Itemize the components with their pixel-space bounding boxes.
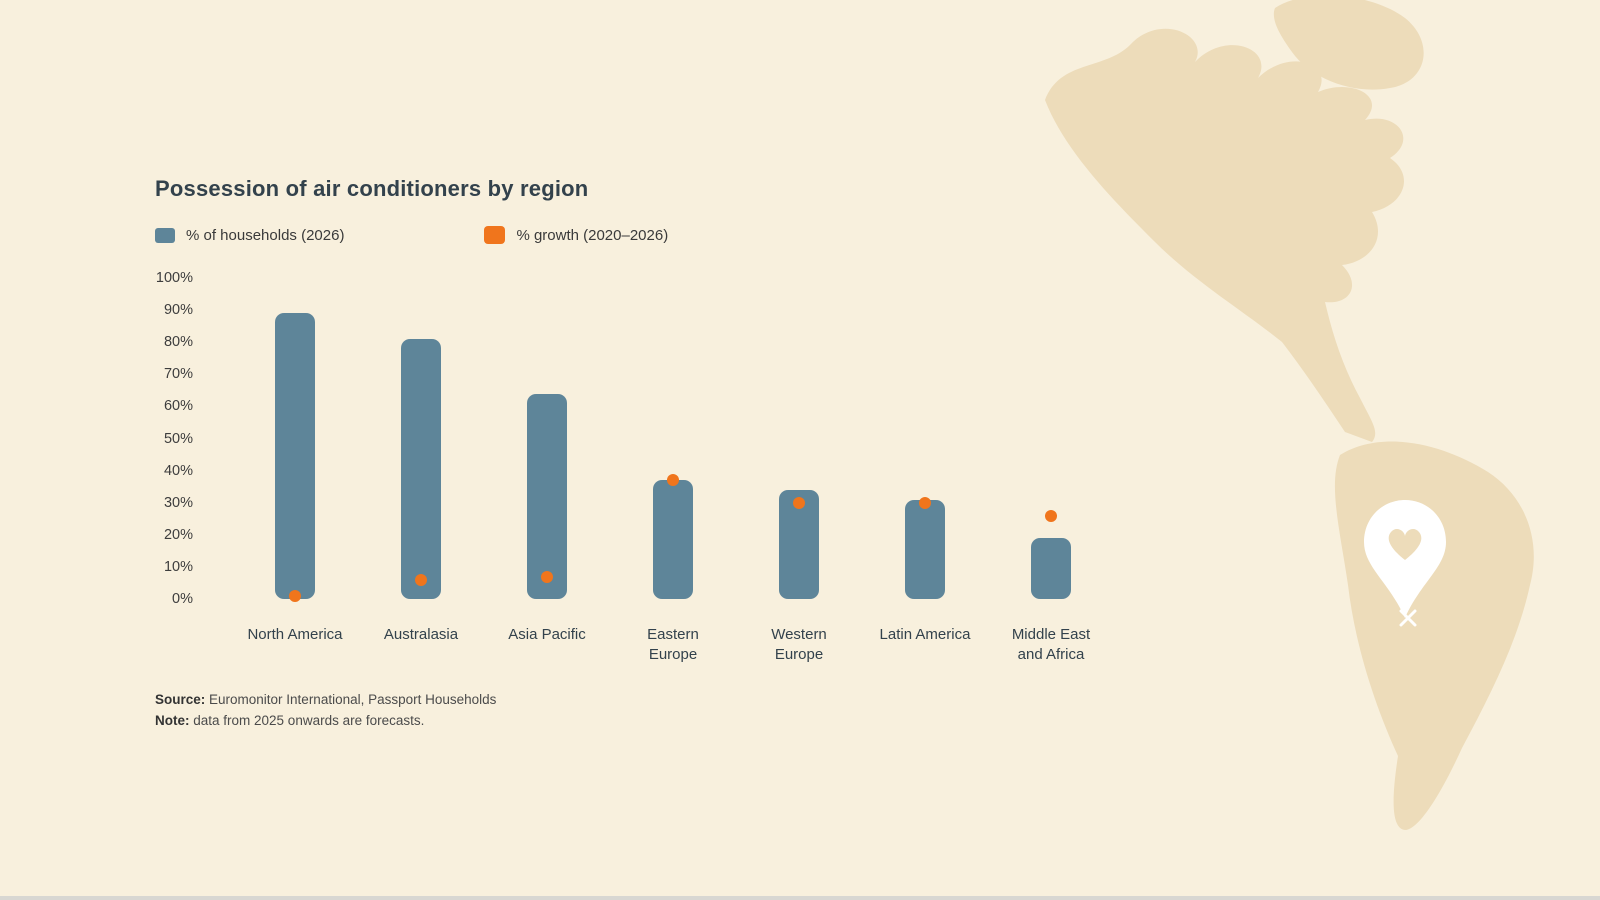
source-text: Euromonitor International, Passport Hous… bbox=[205, 691, 497, 707]
growth-dot bbox=[1045, 509, 1057, 522]
households-bar bbox=[1031, 538, 1071, 599]
bars-area bbox=[232, 278, 1114, 602]
americas-map bbox=[1045, 0, 1534, 830]
source-line: Source: Euromonitor International, Passp… bbox=[155, 690, 1115, 710]
y-tick-label: 50% bbox=[163, 430, 193, 447]
chart-legend: % of households (2026) % growth (2020–20… bbox=[155, 226, 1115, 244]
growth-dot bbox=[289, 589, 301, 602]
households-bar bbox=[653, 480, 693, 599]
category-label: Asia Pacific bbox=[508, 626, 586, 643]
growth-dot bbox=[667, 474, 679, 487]
y-tick-label: 70% bbox=[163, 366, 193, 383]
growth-dot bbox=[919, 496, 931, 509]
bar-column bbox=[358, 278, 484, 599]
y-tick-label: 80% bbox=[163, 334, 193, 351]
y-tick-label: 20% bbox=[163, 526, 193, 543]
legend-item-growth: % growth (2020–2026) bbox=[484, 226, 668, 244]
households-bar bbox=[905, 499, 945, 599]
households-swatch bbox=[155, 227, 175, 243]
households-bar bbox=[527, 393, 567, 599]
y-tick-label: 40% bbox=[163, 462, 193, 479]
y-tick-label: 90% bbox=[163, 302, 193, 319]
greenland-shape bbox=[1273, 0, 1424, 90]
legend-item-households: % of households (2026) bbox=[155, 227, 344, 244]
growth-swatch bbox=[484, 226, 506, 244]
category-label: Middle East and Africa bbox=[1011, 626, 1091, 664]
y-tick-label: 10% bbox=[163, 558, 193, 575]
category-label: North America bbox=[247, 626, 343, 643]
plot-area: 0% 10% 20% 30% 40% 50% 60% 70% 80% 90% 100% bbox=[155, 270, 1115, 607]
chart-title: Possession of air conditioners by region bbox=[155, 176, 589, 201]
bar-column bbox=[862, 278, 988, 599]
households-legend-label: % of households (2026) bbox=[186, 226, 345, 244]
growth-dot bbox=[415, 573, 427, 586]
bar-column bbox=[988, 278, 1114, 599]
category-label: Latin America bbox=[879, 626, 971, 643]
households-bar bbox=[401, 339, 441, 599]
y-axis: 0% 10% 20% 30% 40% 50% 60% 70% 80% 90% 100% bbox=[155, 270, 193, 607]
y-tick-label: 30% bbox=[163, 494, 193, 511]
category-labels: North America Australasia Asia Pacific East… bbox=[232, 625, 1115, 666]
bar-column bbox=[232, 278, 358, 602]
bar-column bbox=[610, 278, 736, 599]
source-label: Source: bbox=[155, 691, 206, 707]
note-text: data from 2025 onwards are forecasts. bbox=[189, 713, 425, 729]
growth-dot bbox=[541, 570, 553, 583]
category-label: Eastern Europe bbox=[647, 626, 699, 664]
y-tick-label: 0% bbox=[172, 591, 193, 607]
y-tick-label: 60% bbox=[163, 398, 193, 415]
households-bar bbox=[275, 313, 315, 599]
north-america-shape bbox=[1045, 28, 1404, 443]
category-label: Australasia bbox=[383, 626, 459, 643]
category-label: Western Europe bbox=[771, 626, 827, 664]
window-bottom-edge bbox=[0, 896, 1600, 900]
source-note-block: Source: Euromonitor International, Passp… bbox=[155, 690, 1115, 731]
bar-column bbox=[484, 278, 610, 599]
y-tick-label: 100% bbox=[155, 270, 193, 286]
south-america-shape bbox=[1334, 441, 1534, 830]
growth-legend-label: % growth (2020–2026) bbox=[516, 226, 669, 244]
bar-column bbox=[736, 278, 862, 599]
growth-dot bbox=[793, 496, 805, 509]
map-x-mark-icon bbox=[1399, 609, 1417, 627]
note-line: Note: data from 2025 onwards are forecas… bbox=[155, 711, 1115, 731]
pin-heart-icon bbox=[1388, 529, 1422, 560]
chart-figure: Possession of air conditioners by region… bbox=[155, 176, 1115, 733]
note-label: Note: bbox=[155, 713, 190, 729]
